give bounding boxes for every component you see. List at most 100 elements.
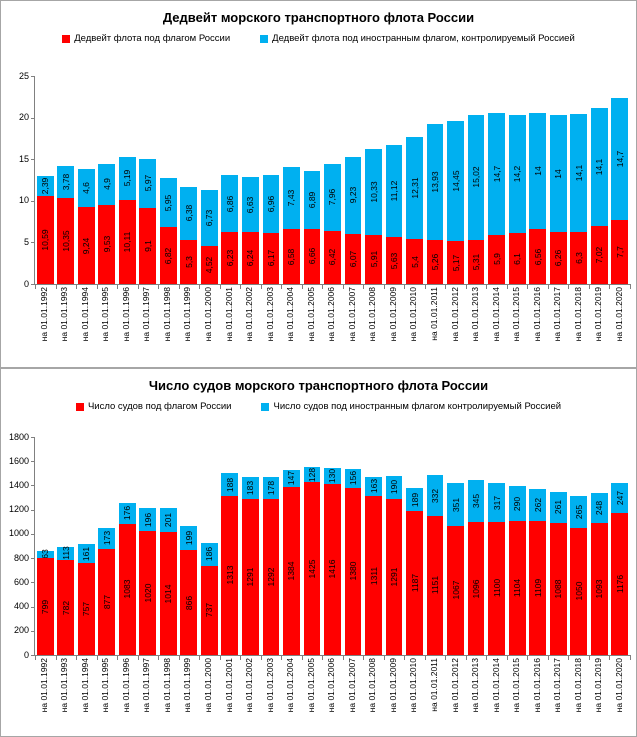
x-axis-label: на 01.01.2000 (202, 287, 213, 342)
x-axis-label: на 01.01.1995 (100, 658, 111, 713)
bar-value-label: 262 (532, 497, 543, 512)
x-axis-tick (363, 284, 365, 289)
bar-group: 156 1380 (343, 437, 364, 655)
bar-segment-russian-flag: 4,52 (200, 246, 218, 284)
bar-value-label: 189 (409, 492, 420, 507)
x-axis-label-slot: на 01.01.1994 (75, 658, 96, 712)
bar-value-label: 1187 (409, 573, 420, 593)
bar-segment-foreign-flag: 186 (200, 543, 218, 566)
x-axis-tick (506, 284, 508, 289)
bar-segment-russian-flag: 6,42 (324, 230, 341, 284)
bar-group: 14,1 6,3 (568, 76, 589, 284)
x-axis-tick (219, 284, 221, 289)
bar-segment-foreign-flag: 2,39 (36, 176, 54, 196)
x-axis-label: на 01.01.1993 (59, 658, 70, 713)
y-axis-label: 20 (18, 112, 29, 123)
x-axis-tick (342, 655, 344, 660)
x-axis-label: на 01.01.2005 (305, 658, 316, 713)
x-axis-tick (55, 655, 57, 660)
bar-group: 201 1014 (158, 437, 179, 655)
bar-segment-foreign-flag: 332 (426, 475, 444, 516)
bar-value-label: 317 (491, 495, 502, 510)
bar-group: 161 757 (76, 437, 97, 655)
x-axis-label: на 01.01.2013 (470, 287, 481, 342)
bar-value-label: 9,24 (81, 237, 92, 254)
bar-value-label: 290 (511, 496, 522, 511)
x-axis-label-slot: на 01.01.2004 (281, 658, 302, 712)
bar-value-label: 247 (614, 490, 625, 505)
bar-value-label: 5,17 (450, 254, 461, 271)
bar-segment-foreign-flag: 189 (406, 488, 423, 512)
bar-segment-russian-flag: 782 (57, 560, 75, 655)
bar-segment-russian-flag: 1096 (467, 522, 485, 655)
bar-group: 130 1416 (322, 437, 343, 655)
x-axis-label: на 01.01.1999 (182, 658, 193, 713)
bar-segment-russian-flag: 1020 (139, 531, 157, 655)
x-axis-tick (35, 284, 36, 289)
bar-group: 199 866 (179, 437, 200, 655)
bar-value-label: 6,73 (204, 210, 215, 227)
x-axis-label: на 01.01.2018 (572, 287, 583, 342)
bar-value-label: 351 (450, 497, 461, 512)
bar-segment-russian-flag: 6,58 (283, 229, 300, 284)
x-axis-tick (547, 655, 549, 660)
x-axis-labels: на 01.01.1992 на 01.01.1993 на 01.01.1994 н… (34, 287, 630, 341)
bar-group: 14,7 7,7 (609, 76, 630, 284)
bar-segment-foreign-flag: 9,23 (344, 156, 362, 234)
bar-segment-russian-flag: 9,53 (98, 204, 116, 284)
x-axis-label: на 01.01.2008 (367, 658, 378, 713)
x-axis-label-slot: на 01.01.2020 (609, 658, 630, 712)
bar-segment-russian-flag: 6,07 (344, 233, 362, 284)
x-axis-label: на 01.01.2009 (387, 658, 398, 713)
bar-group: 113 782 (56, 437, 77, 655)
x-axis-tick (465, 655, 467, 660)
bar-segment-foreign-flag: 5,19 (118, 156, 136, 200)
bar-group: 290 1104 (507, 437, 528, 655)
bar-group: 345 1096 (466, 437, 487, 655)
y-axis-label: 1200 (8, 504, 29, 515)
x-axis-label: на 01.01.1999 (182, 287, 193, 342)
bar-value-label: 1291 (245, 567, 256, 587)
x-axis-label-slot: на 01.01.2017 (548, 287, 569, 341)
bar-value-label: 799 (40, 599, 50, 614)
y-axis-tick (31, 284, 35, 285)
bar-segment-foreign-flag: 183 (242, 476, 259, 499)
bar-segment-russian-flag: 1109 (529, 520, 547, 655)
bar-group: 14,2 6,1 (507, 76, 528, 284)
chart-legend: Дедвейт флота под флагом России Дедвейт … (1, 33, 636, 44)
x-axis-label-slot: на 01.01.2013 (465, 658, 486, 712)
bar-segment-foreign-flag: 4,9 (98, 163, 116, 205)
x-axis-label-slot: на 01.01.1994 (75, 287, 96, 341)
bar-group: 163 1311 (363, 437, 384, 655)
y-axis-tick (31, 509, 35, 511)
x-axis-tick (281, 284, 283, 289)
legend-swatch-red (75, 402, 84, 411)
x-axis-label: на 01.01.2003 (264, 658, 275, 713)
x-axis-label: на 01.01.2013 (470, 658, 481, 713)
y-axis-tick (31, 117, 35, 119)
x-axis-tick (260, 284, 262, 289)
x-axis-tick (506, 655, 508, 660)
bar-value-label: 737 (204, 603, 215, 618)
bar-segment-foreign-flag: 345 (467, 480, 485, 523)
bar-value-label: 15,02 (470, 166, 481, 188)
bar-segment-russian-flag: 1093 (590, 522, 608, 655)
bar-value-label: 1083 (122, 579, 133, 599)
bar-segment-russian-flag: 737 (200, 565, 218, 655)
bar-segment-russian-flag: 5,4 (406, 239, 423, 284)
x-axis-label-slot: на 01.01.2011 (424, 287, 445, 341)
legend-item-foreign-flag: Дедвейт флота под иностранным флагом, ко… (260, 33, 575, 44)
x-axis-label-slot: на 01.01.2014 (486, 287, 507, 341)
x-axis-tick (486, 655, 488, 660)
bar-group: 14,1 7,02 (589, 76, 610, 284)
x-axis-tick (158, 284, 160, 289)
x-axis-label: на 01.01.1998 (161, 658, 172, 713)
x-axis-label-slot: на 01.01.2006 (322, 658, 343, 712)
bar-segment-foreign-flag: 156 (344, 468, 362, 488)
x-axis-label-slot: на 01.01.2003 (260, 658, 281, 712)
x-axis-label: на 01.01.2008 (367, 287, 378, 342)
bar-segment-foreign-flag: 14 (529, 112, 547, 230)
bar-value-label: 1104 (511, 579, 522, 598)
bar-group: 14 6,56 (527, 76, 548, 284)
x-axis-label: на 01.01.2019 (593, 658, 604, 713)
